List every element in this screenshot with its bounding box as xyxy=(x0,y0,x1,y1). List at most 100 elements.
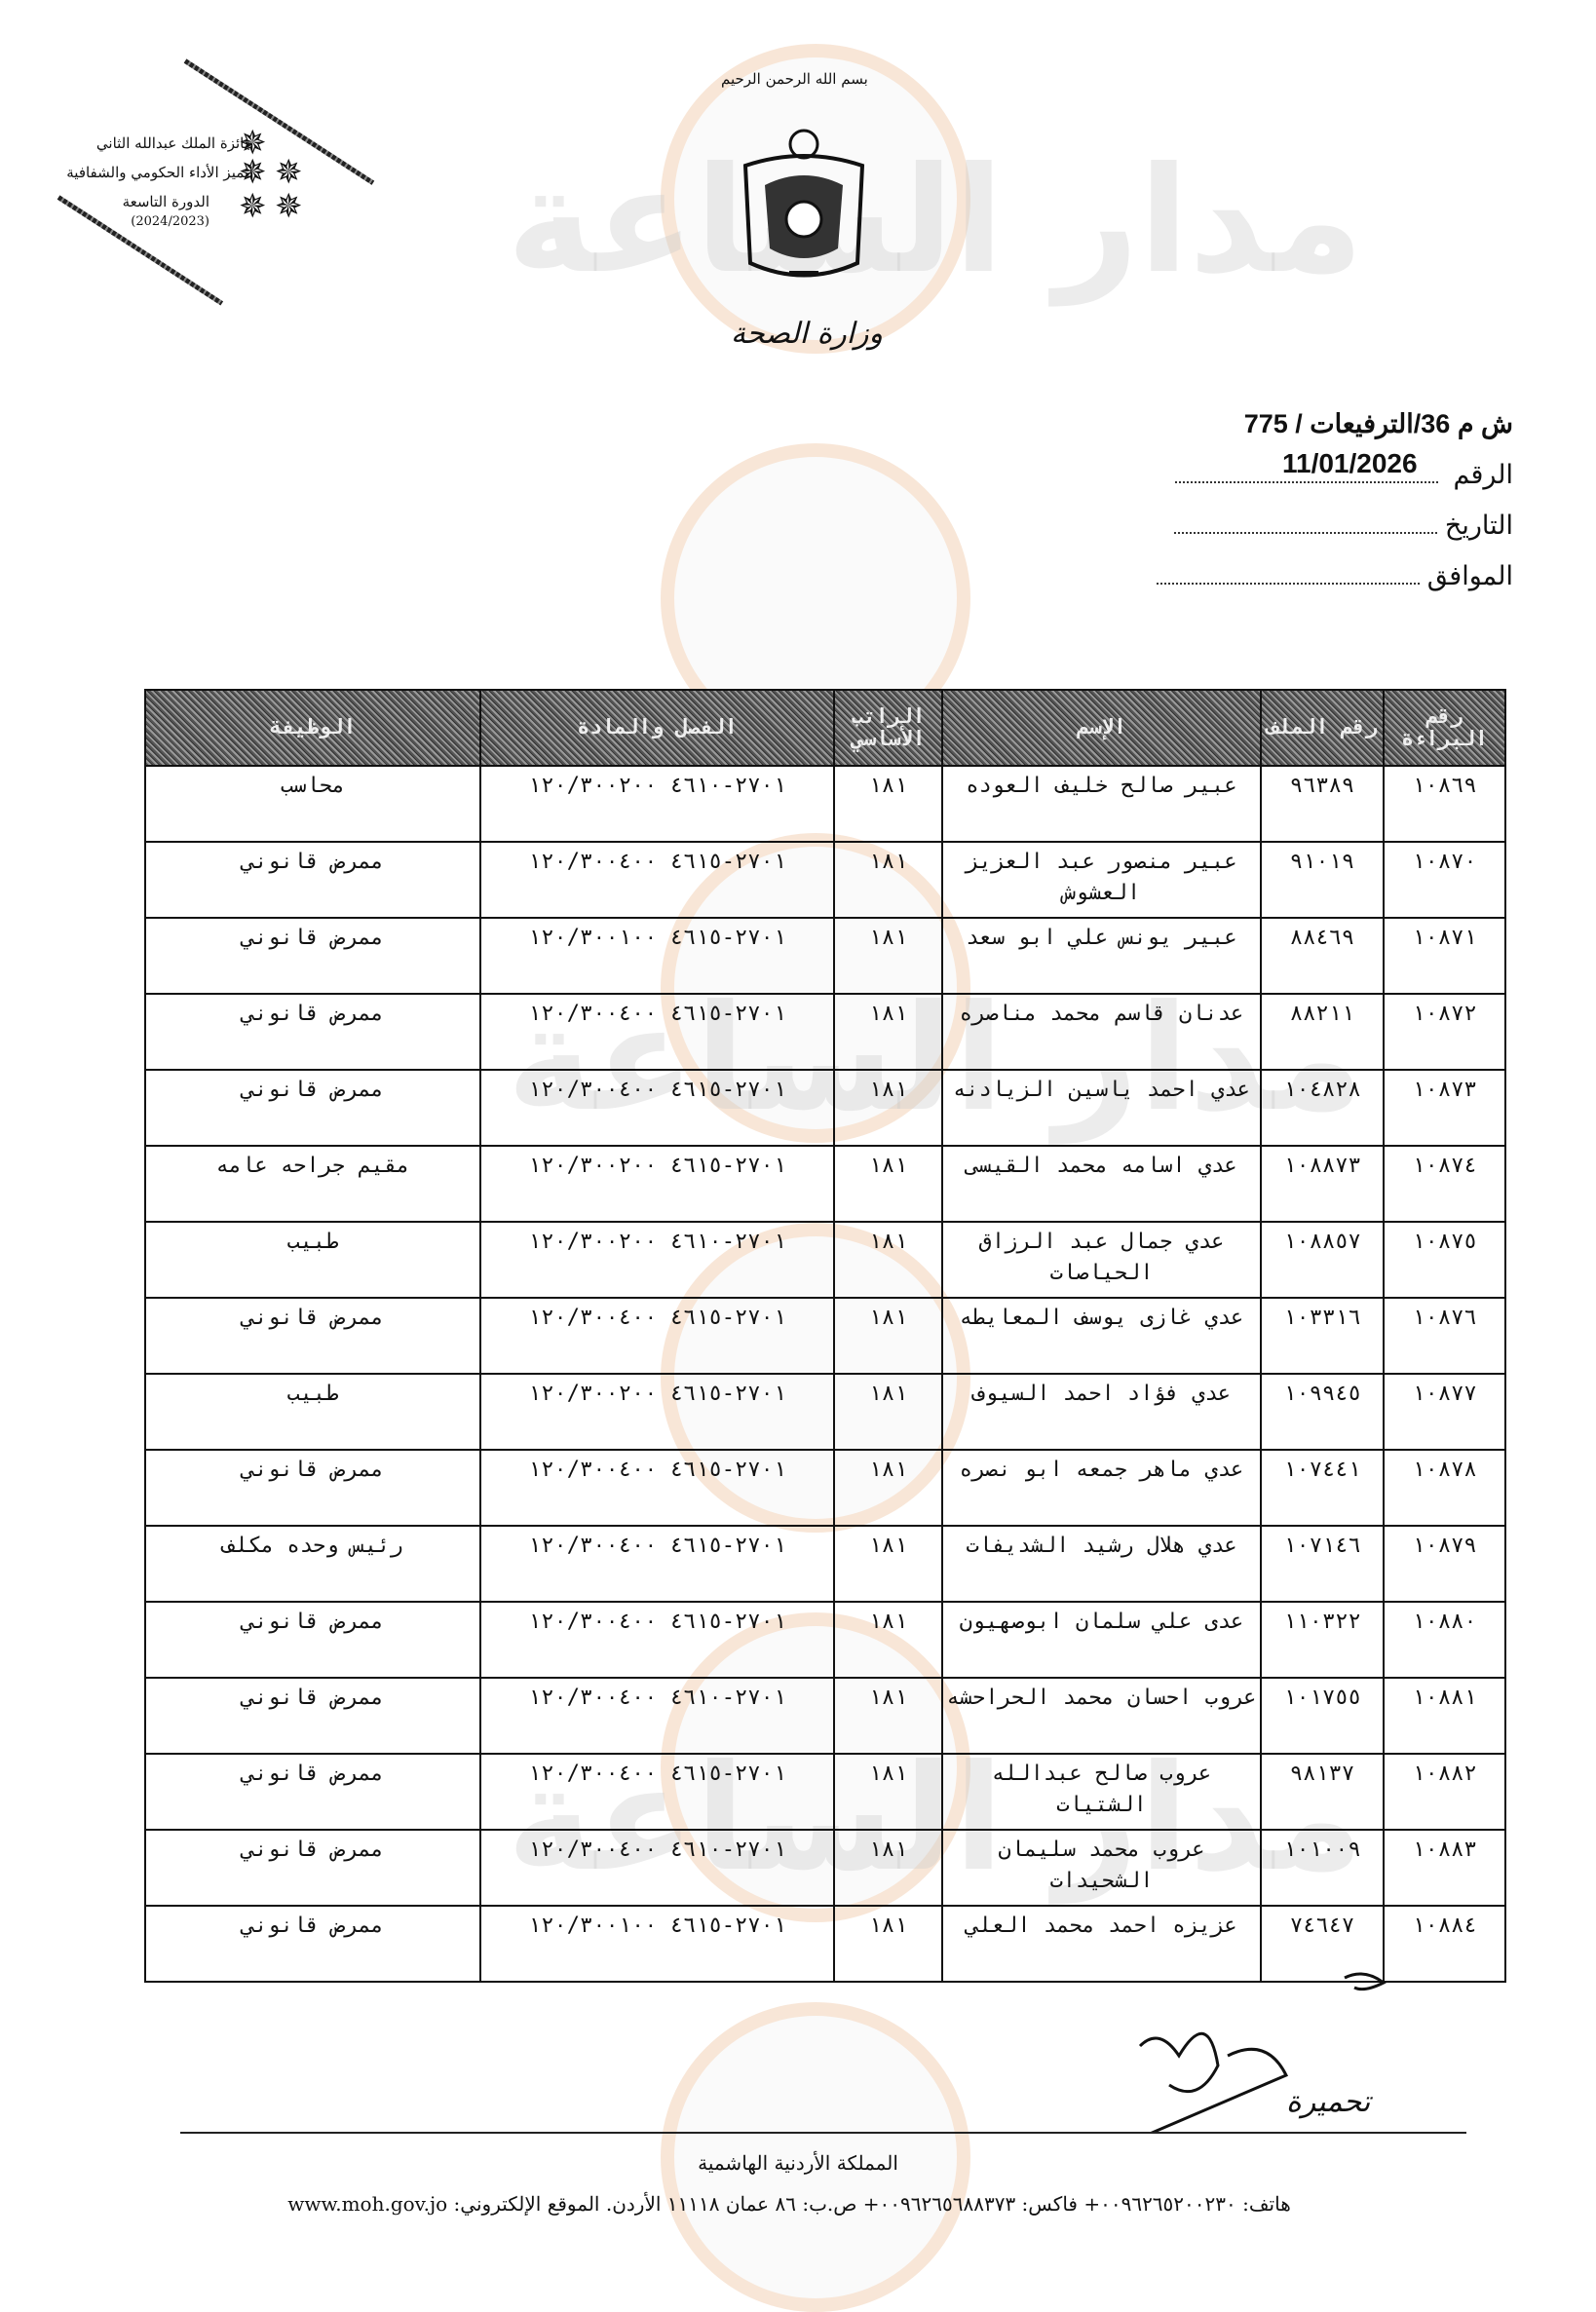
cell-chapter-article: ٢٧٠١-٤٦١٠ ١٢٠/٣٠٠٢٠٠ xyxy=(479,765,835,843)
table-row: ١٠٨٨٢ ٩٨١٣٧ عروب صالح عبدالله الشتيات ١٨١ ٢٧… xyxy=(144,1753,1506,1831)
number-label: الرقم xyxy=(1453,460,1513,489)
cell-name: عروب محمد سليمان الشحيدات xyxy=(941,1829,1262,1907)
cell-basic-salary: ١٨١ xyxy=(833,1905,943,1983)
cell-file-no: ٨٨٤٦٩ xyxy=(1260,917,1385,995)
cell-job: ممرض قانوني xyxy=(144,1677,481,1755)
cell-chapter-article: ٢٧٠١-٤٦١٥ ١٢٠/٣٠٠٤٠٠ xyxy=(479,1601,835,1679)
cell-job: ممرض قانوني xyxy=(144,1297,481,1375)
table-row: ١٠٨٧٥ ١٠٨٨٥٧ عدي جمال عبد الرزاق الحياصات ١… xyxy=(144,1221,1506,1299)
footer-country: المملكة الأردنية الهاشمية xyxy=(698,2151,898,2175)
cell-chapter-article: ٢٧٠١-٤٦١٥ ١٢٠/٣٠٠٤٠٠ xyxy=(479,1525,835,1603)
cell-name: عدنان قاسم محمد مناصره xyxy=(941,993,1262,1071)
award-years: (2024/2023) xyxy=(131,214,209,229)
header-certificate-no: رقم البراءة xyxy=(1383,689,1506,767)
date-dots xyxy=(1173,532,1437,534)
cell-name: عدي غازى يوسف المعايطه xyxy=(941,1297,1262,1375)
cell-file-no: ١٠٣٣١٦ xyxy=(1260,1297,1385,1375)
cell-chapter-article: ٢٧٠١-٤٦١٠ ١٢٠/٣٠٠٤٠٠ xyxy=(479,1677,835,1755)
cell-file-no: ١٠١٠٠٩ xyxy=(1260,1829,1385,1907)
star-icon: ✵ xyxy=(239,153,267,192)
cell-name: عبير يونس علي ابو سعد xyxy=(941,917,1262,995)
cell-job: ممرض قانوني xyxy=(144,1601,481,1679)
cell-basic-salary: ١٨١ xyxy=(833,1449,943,1527)
table-row: ١٠٨٧١ ٨٨٤٦٩ عبير يونس علي ابو سعد ١٨١ ٢٧٠١-٤… xyxy=(144,917,1506,995)
cell-job: طبيب xyxy=(144,1373,481,1451)
header-name: الإسم xyxy=(941,689,1262,767)
cell-certificate-no: ١٠٨٧٣ xyxy=(1383,1069,1506,1147)
cell-chapter-article: ٢٧٠١-٤٦١٥ ١٢٠/٣٠٠٤٠٠ xyxy=(479,841,835,919)
coat-of-arms-icon xyxy=(742,129,865,278)
cell-chapter-article: ٢٧٠١-٤٦١٥ ١٢٠/٣٠٠٤٠٠ xyxy=(479,1449,835,1527)
cell-certificate-no: ١٠٨٧٧ xyxy=(1383,1373,1506,1451)
table-row: ١٠٨٧٤ ١٠٨٨٧٣ عدي اسامه محمد القيسى ١٨١ ٢٧٠١-… xyxy=(144,1145,1506,1223)
award-subtitle: لتميز الأداء الحكومي والشفافية xyxy=(66,164,253,181)
table-row: ١٠٨٧٧ ١٠٩٩٤٥ عدي فؤاد احمد السيوف ١٨١ ٢٧٠١-٤… xyxy=(144,1373,1506,1451)
table-row: ١٠٨٧٠ ٩١٠١٩ عبير منصور عبد العزيز العشوش ١٨… xyxy=(144,841,1506,919)
hijri-dots xyxy=(1156,583,1420,585)
cell-job: مقيم جراحه عامه xyxy=(144,1145,481,1223)
table-row: ١٠٨٨٠ ١١٠٣٢٢ عدى علي سلمان ابوصهيون ١٨١ ٢٧٠١… xyxy=(144,1601,1506,1679)
table-row: ١٠٨٨٤ ٧٤٦٤٧ عزيزه احمد محمد العلي ١٨١ ٢٧٠١-٤… xyxy=(144,1905,1506,1983)
cell-basic-salary: ١٨١ xyxy=(833,993,943,1071)
watermark-brand: مدار الساعة xyxy=(507,136,1364,306)
footer-divider xyxy=(180,2132,1466,2134)
award-title: جائزة الملك عبدالله الثاني xyxy=(95,134,253,152)
header-job: الوظيفة xyxy=(144,689,481,767)
cell-certificate-no: ١٠٨٧٤ xyxy=(1383,1145,1506,1223)
table-row: ١٠٨٧٦ ١٠٣٣١٦ عدي غازى يوسف المعايطه ١٨١ ٢٧٠١… xyxy=(144,1297,1506,1375)
cell-basic-salary: ١٨١ xyxy=(833,1601,943,1679)
cell-file-no: ٧٤٦٤٧ xyxy=(1260,1905,1385,1983)
cell-chapter-article: ٢٧٠١-٤٦١٥ ١٢٠/٣٠٠٤٠٠ xyxy=(479,993,835,1071)
cell-chapter-article: ٢٧٠١-٤٦١٥ ١٢٠/٣٠٠١٠٠ xyxy=(479,917,835,995)
header-chapter-article: الفصل والمادة xyxy=(479,689,835,767)
cell-job: ممرض قانوني xyxy=(144,993,481,1071)
cell-file-no: ١٠١٧٥٥ xyxy=(1260,1677,1385,1755)
cell-chapter-article: ٢٧٠١-٤٦١٠ ١٢٠/٣٠٠٤٠٠ xyxy=(479,1829,835,1907)
table-row: ١٠٨٨١ ١٠١٧٥٥ عروب احسان محمد الحراحشه ١٨١ ٢٧… xyxy=(144,1677,1506,1755)
basmala: بسم الله الرحمن الرحيم xyxy=(721,70,868,88)
cell-basic-salary: ١٨١ xyxy=(833,1145,943,1223)
table-row: ١٠٨٧٣ ١٠٤٨٢٨ عدي احمد ياسين الزيادنه ١٨١ ٢٧٠… xyxy=(144,1069,1506,1147)
cell-job: ممرض قانوني xyxy=(144,841,481,919)
cell-certificate-no: ١٠٨٨١ xyxy=(1383,1677,1506,1755)
cell-file-no: ١٠٧١٤٦ xyxy=(1260,1525,1385,1603)
cell-name: عدي جمال عبد الرزاق الحياصات xyxy=(941,1221,1262,1299)
cell-chapter-article: ٢٧٠١-٤٦١٥ ١٢٠/٣٠٠٤٠٠ xyxy=(479,1069,835,1147)
cell-certificate-no: ١٠٨٦٩ xyxy=(1383,765,1506,843)
cell-chapter-article: ٢٧٠١-٤٦١٥ ١٢٠/٣٠٠٤٠٠ xyxy=(479,1297,835,1375)
cell-job: ممرض قانوني xyxy=(144,917,481,995)
header-basic-salary: الراتب الأساسي xyxy=(833,689,943,767)
ministry-name: وزارة الصحة xyxy=(731,317,883,351)
cell-certificate-no: ١٠٨٨٠ xyxy=(1383,1601,1506,1679)
cell-basic-salary: ١٨١ xyxy=(833,1525,943,1603)
cell-file-no: ١١٠٣٢٢ xyxy=(1260,1601,1385,1679)
cell-file-no: ١٠٨٨٧٣ xyxy=(1260,1145,1385,1223)
cell-file-no: ١٠٧٤٤١ xyxy=(1260,1449,1385,1527)
cell-name: عدي احمد ياسين الزيادنه xyxy=(941,1069,1262,1147)
cell-file-no: ٩١٠١٩ xyxy=(1260,841,1385,919)
signature-label: تحميرة xyxy=(1286,2085,1371,2119)
promotions-table: رقم البراءة رقم الملف الإسم الراتب الأسا… xyxy=(144,689,1506,1983)
cell-basic-salary: ١٨١ xyxy=(833,1753,943,1831)
cell-name: عدي هلال رشيد الشديفات xyxy=(941,1525,1262,1603)
cell-certificate-no: ١٠٨٨٤ xyxy=(1383,1905,1506,1983)
cell-file-no: ٨٨٢١١ xyxy=(1260,993,1385,1071)
table-row: ١٠٨٧٩ ١٠٧١٤٦ عدي هلال رشيد الشديفات ١٨١ ٢٧٠١… xyxy=(144,1525,1506,1603)
cell-job: ممرض قانوني xyxy=(144,1449,481,1527)
reference-number: ش م 36/الترفيعات / 775 xyxy=(1243,409,1513,438)
cell-chapter-article: ٢٧٠١-٤٦١٥ ١٢٠/٣٠٠٢٠٠ xyxy=(479,1373,835,1451)
hijri-label: الموافق xyxy=(1426,561,1513,590)
table-header-row: رقم البراءة رقم الملف الإسم الراتب الأسا… xyxy=(144,689,1506,767)
cell-certificate-no: ١٠٨٧٠ xyxy=(1383,841,1506,919)
cell-basic-salary: ١٨١ xyxy=(833,1373,943,1451)
date-field: 11/01/2026 xyxy=(1174,448,1438,483)
cell-name: عبير منصور عبد العزيز العشوش xyxy=(941,841,1262,919)
cell-basic-salary: ١٨١ xyxy=(833,1829,943,1907)
cell-basic-salary: ١٨١ xyxy=(833,1069,943,1147)
cell-certificate-no: ١٠٨٧٥ xyxy=(1383,1221,1506,1299)
cell-certificate-no: ١٠٨٨٣ xyxy=(1383,1829,1506,1907)
date-row: التاريخ xyxy=(1173,511,1513,541)
cell-basic-salary: ١٨١ xyxy=(833,1677,943,1755)
cell-job: رئيس وحده مكلف xyxy=(144,1525,481,1603)
cell-certificate-no: ١٠٨٧٦ xyxy=(1383,1297,1506,1375)
